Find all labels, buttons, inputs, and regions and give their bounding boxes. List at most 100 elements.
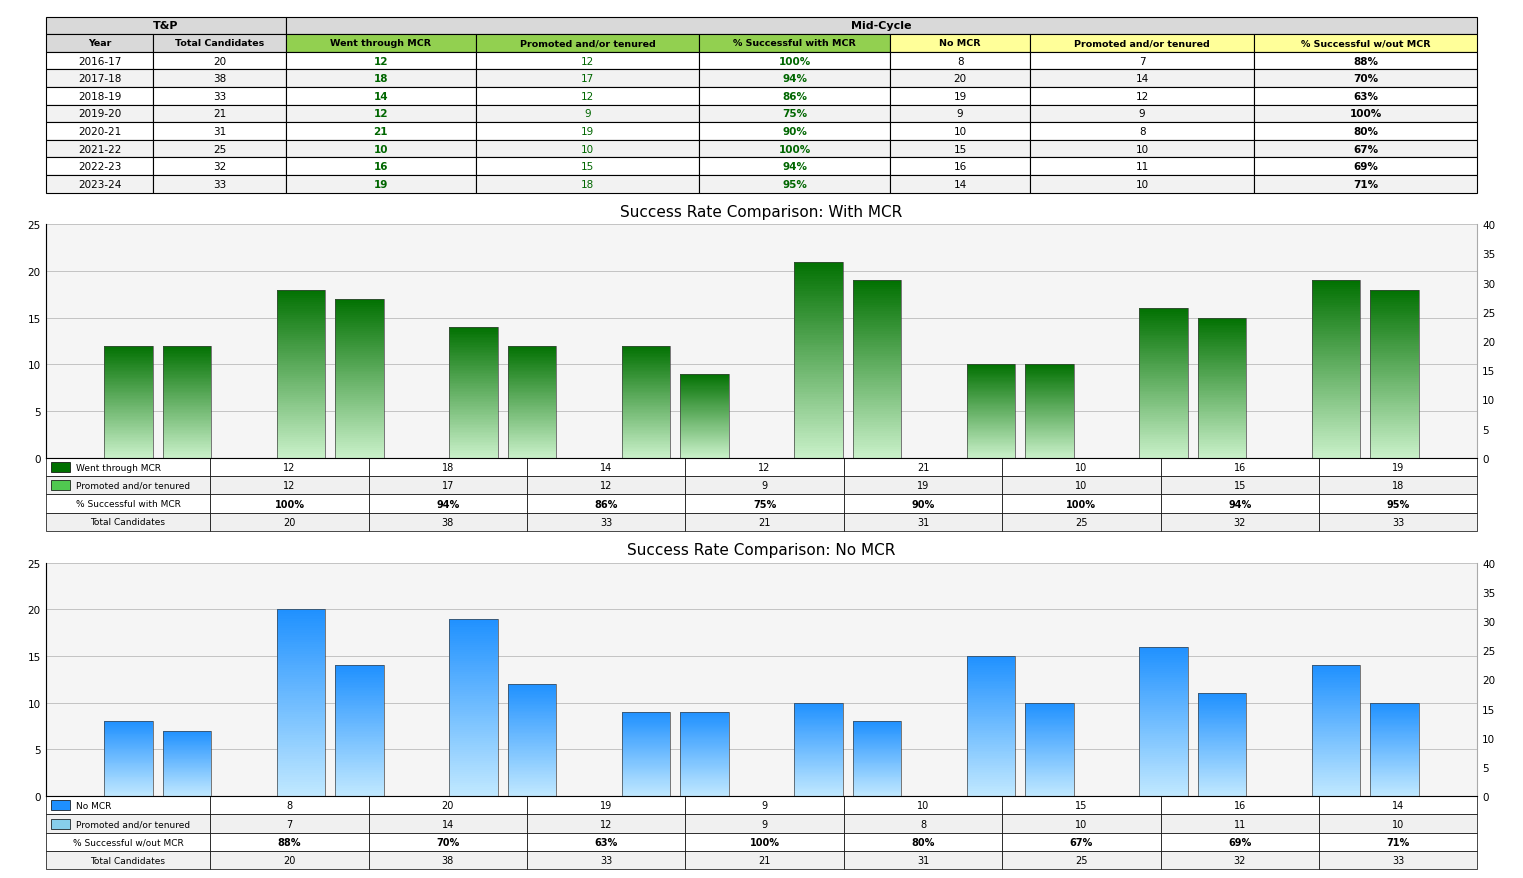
Bar	[795, 703, 842, 704]
Bar	[277, 792, 324, 794]
Bar	[335, 713, 384, 715]
Bar	[105, 397, 152, 398]
Bar	[1139, 319, 1188, 320]
Bar	[621, 770, 670, 771]
Bar	[621, 750, 670, 751]
Bar	[681, 437, 728, 438]
Bar	[509, 356, 556, 357]
Bar	[1031, 35, 1253, 53]
Bar	[621, 722, 670, 723]
Bar	[621, 718, 670, 720]
Bar	[1199, 781, 1246, 782]
Bar	[449, 385, 498, 386]
Bar	[1311, 734, 1360, 736]
Bar	[1371, 721, 1418, 722]
Bar	[795, 734, 842, 736]
Bar	[1371, 433, 1418, 435]
Text: 12: 12	[283, 463, 295, 472]
Bar	[795, 704, 842, 705]
Bar	[1253, 70, 1477, 88]
Bar	[277, 743, 324, 745]
Bar	[1025, 757, 1074, 758]
Bar	[681, 376, 728, 377]
Bar	[335, 785, 384, 787]
Bar	[1371, 446, 1418, 448]
Bar	[449, 365, 498, 367]
Bar	[1371, 431, 1418, 433]
Bar	[105, 388, 152, 390]
Bar	[967, 455, 1014, 456]
Bar	[967, 419, 1014, 420]
Bar	[621, 776, 670, 777]
Bar	[509, 795, 556, 796]
Bar	[46, 513, 210, 531]
Bar	[1199, 735, 1246, 736]
Bar	[449, 424, 498, 426]
Bar	[449, 732, 498, 734]
Bar	[163, 371, 212, 373]
Bar	[335, 728, 384, 730]
Bar	[335, 775, 384, 777]
Bar	[509, 736, 556, 738]
Bar	[1371, 299, 1418, 301]
Bar	[621, 752, 670, 753]
Bar	[46, 815, 210, 832]
Bar	[105, 364, 152, 366]
Bar	[1025, 730, 1074, 732]
Bar	[967, 680, 1014, 682]
Bar	[1371, 341, 1418, 342]
Bar	[449, 692, 498, 694]
Bar	[449, 635, 498, 637]
Bar	[509, 412, 556, 414]
Bar	[163, 416, 212, 418]
Bar	[277, 623, 324, 626]
Text: 2016-17: 2016-17	[78, 56, 122, 67]
Bar	[105, 752, 152, 753]
Bar	[681, 396, 728, 398]
Bar	[1371, 790, 1418, 792]
Bar	[889, 35, 1031, 53]
Bar	[967, 438, 1014, 440]
Bar	[335, 692, 384, 694]
Bar	[1311, 688, 1360, 690]
Bar	[853, 759, 902, 761]
Bar	[1311, 739, 1360, 741]
Bar	[1025, 765, 1074, 766]
Bar	[1311, 745, 1360, 747]
Bar	[1161, 796, 1319, 815]
Bar	[681, 793, 728, 795]
Bar	[163, 401, 212, 402]
Bar	[163, 447, 212, 449]
Bar	[1371, 372, 1418, 374]
Bar	[1025, 422, 1074, 423]
Bar	[1253, 123, 1477, 140]
Bar	[1311, 694, 1360, 695]
Bar	[1311, 682, 1360, 684]
Bar	[1311, 443, 1360, 445]
Bar	[621, 397, 670, 398]
Bar	[335, 449, 384, 450]
Bar	[1199, 443, 1246, 444]
Bar	[277, 715, 324, 717]
Bar	[1025, 761, 1074, 762]
Bar	[105, 738, 152, 739]
Bar	[1025, 372, 1074, 373]
Bar	[1371, 760, 1418, 761]
Bar	[335, 764, 384, 766]
Bar	[1199, 705, 1246, 707]
Bar	[509, 711, 556, 712]
Bar	[449, 641, 498, 644]
Bar	[795, 289, 842, 291]
Bar	[621, 360, 670, 362]
Bar	[1025, 733, 1074, 734]
Bar	[967, 431, 1014, 433]
Bar	[105, 356, 152, 357]
Bar	[105, 414, 152, 415]
Bar	[1025, 370, 1074, 371]
Bar	[449, 648, 498, 650]
Bar	[335, 367, 384, 369]
Bar	[277, 435, 324, 437]
Bar	[1199, 793, 1246, 794]
Text: 17: 17	[442, 481, 454, 491]
Bar	[681, 754, 728, 755]
